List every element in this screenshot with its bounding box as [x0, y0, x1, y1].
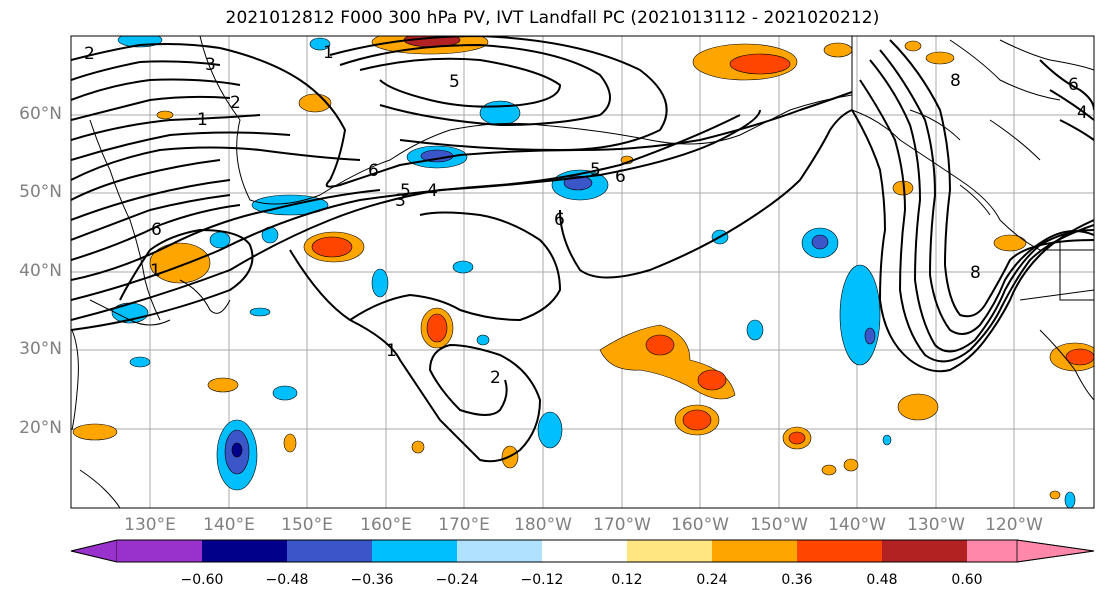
- lon-label-130e: 130°E: [124, 515, 176, 535]
- colorbar-segment: [287, 540, 372, 562]
- contour-label: 1: [386, 341, 397, 361]
- lon-label-140w: 140°W: [828, 515, 886, 535]
- colorbar-tick-label: −0.36: [350, 572, 394, 588]
- colorbar-tick-label: 0.12: [611, 572, 643, 588]
- contour-label: 6: [1068, 75, 1079, 95]
- colorbar-tick-label: −0.48: [265, 572, 309, 588]
- contour-label: 6: [554, 210, 565, 230]
- lon-label-170e: 170°E: [438, 515, 490, 535]
- colorbar-tick-label: 0.36: [781, 572, 813, 588]
- colorbar-tick-label: 0.60: [951, 572, 983, 588]
- map-frame: [70, 35, 1095, 509]
- colorbar-segment: [712, 540, 797, 562]
- contour-label: 1: [150, 261, 161, 281]
- figure-title: 2021012812 F000 300 hPa PV, IVT Landfall…: [225, 8, 880, 28]
- lon-label-150w: 150°W: [750, 515, 808, 535]
- lat-label-20n: 20°N: [19, 418, 62, 438]
- colorbar-segment: [882, 540, 967, 562]
- contour-label: 5: [449, 72, 460, 92]
- shaded-blobs: [72, 36, 1094, 508]
- colorbar-extend-low: [70, 539, 118, 563]
- lon-label-160w: 160°W: [671, 515, 729, 535]
- colorbar: [70, 539, 1095, 563]
- colorbar-segment: [542, 540, 627, 562]
- colorbar-segment: [202, 540, 287, 562]
- contour-label: 3: [205, 55, 216, 75]
- lat-label-30n: 30°N: [19, 339, 62, 359]
- contour-label: 5: [590, 160, 601, 180]
- colorbar-tick-label: −0.12: [520, 572, 564, 588]
- map-content: 2 3 1 2 1 5 6 5 4 3 6 5 6 1 6 1 2 8 8 6: [71, 36, 1094, 508]
- contour-labels: 2 3 1 2 1 5 6 5 4 3 6 5 6 1 6 1 2 8 8 6: [84, 43, 1088, 388]
- colorbar-segment: [372, 540, 457, 562]
- colorbar-segment: [117, 540, 202, 562]
- colorbar-tick-label: 0.48: [866, 572, 898, 588]
- contour-label: 6: [151, 220, 162, 240]
- colorbar-tick-label: 0.24: [696, 572, 728, 588]
- lon-label-170w: 170°W: [593, 515, 651, 535]
- colorbar-segment: [457, 540, 542, 562]
- contour-label: 2: [84, 44, 95, 64]
- contour-label: 1: [197, 110, 208, 130]
- colorbar-extend-high: [1016, 539, 1095, 563]
- lon-label-120w: 120°W: [985, 515, 1043, 535]
- contour-label: 6: [615, 167, 626, 187]
- pv-contours: [71, 36, 1094, 463]
- lon-label-130w: 130°W: [907, 515, 965, 535]
- contour-label: 2: [230, 93, 241, 113]
- contour-label: 1: [323, 43, 334, 63]
- lon-label-180w: 180°W: [514, 515, 572, 535]
- lon-label-160e: 160°E: [360, 515, 412, 535]
- contour-label: 2: [490, 368, 501, 388]
- lon-label-150e: 150°E: [281, 515, 333, 535]
- contour-label: 5: [400, 181, 411, 201]
- contour-label: 4: [1077, 103, 1088, 123]
- colorbar-tick-label: −0.24: [435, 572, 479, 588]
- contour-label: 3: [395, 191, 406, 211]
- lat-label-40n: 40°N: [19, 261, 62, 281]
- colorbar-segment: [797, 540, 882, 562]
- contour-label: 8: [970, 263, 981, 283]
- contour-label: 6: [368, 161, 379, 181]
- lat-label-50n: 50°N: [19, 182, 62, 202]
- coastlines: [71, 36, 1094, 508]
- colorbar-outline: [70, 539, 1095, 563]
- lon-label-140e: 140°E: [203, 515, 255, 535]
- contour-label: 4: [427, 181, 438, 201]
- colorbar-segment: [967, 540, 1017, 562]
- lat-label-60n: 60°N: [19, 104, 62, 124]
- colorbar-segment: [627, 540, 712, 562]
- contour-label: 8: [950, 71, 961, 91]
- colorbar-tick-label: −0.60: [180, 572, 224, 588]
